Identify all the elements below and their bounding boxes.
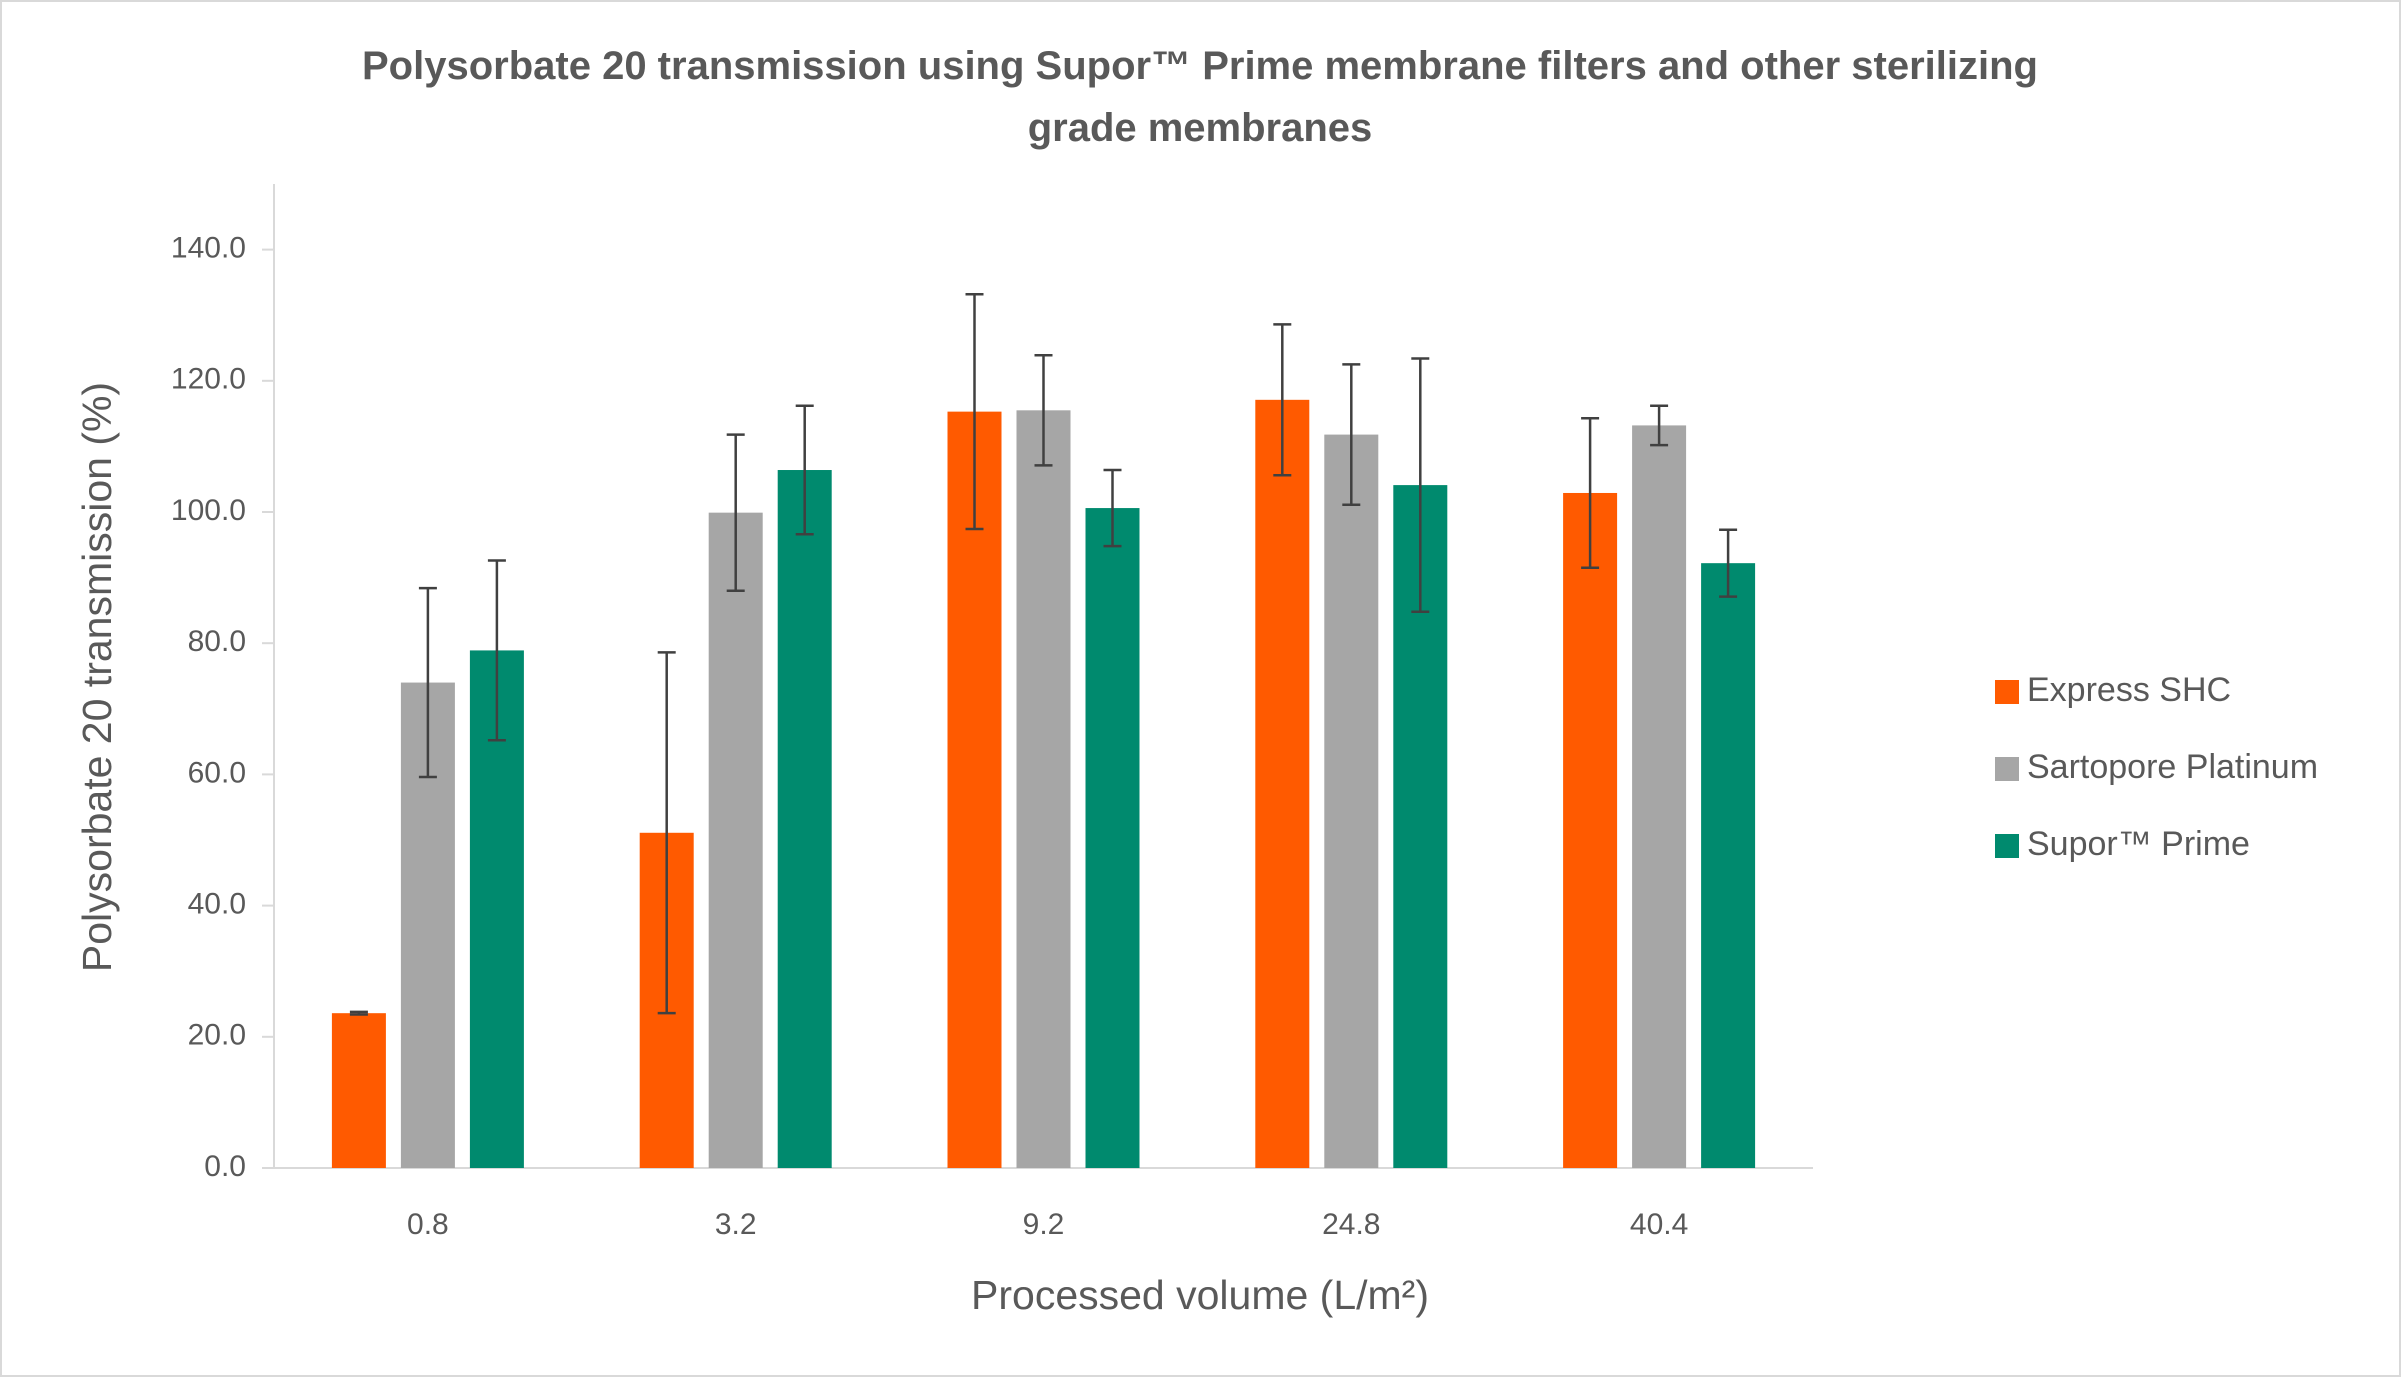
error-bar <box>1719 528 1738 598</box>
bar <box>777 470 832 1168</box>
error-bar <box>1103 468 1122 548</box>
error-bar <box>1034 353 1053 467</box>
error-bar <box>418 586 437 779</box>
error-bar <box>349 1010 368 1016</box>
legend-swatch <box>1995 757 2019 781</box>
error-bar <box>726 433 745 592</box>
y-tick-label: 0.0 <box>204 1150 246 1183</box>
y-tick-label: 20.0 <box>188 1019 246 1052</box>
error-bar <box>965 292 984 531</box>
bar <box>1632 425 1687 1169</box>
y-tick-label: 140.0 <box>171 232 246 265</box>
y-tick-label: 120.0 <box>171 363 246 396</box>
bar <box>331 1013 386 1168</box>
y-tick-label: 40.0 <box>188 888 246 921</box>
x-tick-label: 9.2 <box>1023 1208 1065 1241</box>
y-tick-label: 60.0 <box>188 756 246 789</box>
bar <box>947 411 1002 1169</box>
y-tick-label: 100.0 <box>171 494 246 527</box>
x-tick-label: 40.4 <box>1630 1208 1688 1241</box>
legend-swatch <box>1995 834 2019 858</box>
error-bar <box>1273 323 1292 477</box>
bar <box>1255 399 1310 1169</box>
bar <box>1085 508 1140 1169</box>
legend-swatch <box>1995 680 2019 704</box>
bar <box>1016 410 1071 1168</box>
x-tick-label: 24.8 <box>1322 1208 1380 1241</box>
legend-label: Express SHC <box>2027 671 2231 709</box>
legend-label: Supor™ Prime <box>2027 825 2250 863</box>
bar <box>1324 434 1379 1168</box>
error-bar <box>487 559 506 742</box>
error-bar <box>657 651 676 1015</box>
error-bar <box>1581 416 1600 570</box>
error-bar <box>1342 363 1361 507</box>
legend-label: Sartopore Platinum <box>2027 748 2318 786</box>
y-axis-title: Polysorbate 20 transmission (%) <box>74 382 120 972</box>
error-bar <box>795 404 814 536</box>
error-bar <box>1411 357 1430 613</box>
bar <box>1701 563 1756 1168</box>
y-tick-label: 80.0 <box>188 625 246 658</box>
error-bar <box>1650 404 1669 447</box>
bar <box>708 512 763 1168</box>
x-tick-label: 0.8 <box>407 1208 449 1241</box>
bar <box>1563 492 1618 1168</box>
chart-title: Polysorbate 20 transmission using Supor™… <box>362 44 2038 150</box>
x-axis-title: Processed volume (L/m²) <box>971 1272 1429 1318</box>
x-tick-label: 3.2 <box>715 1208 757 1241</box>
